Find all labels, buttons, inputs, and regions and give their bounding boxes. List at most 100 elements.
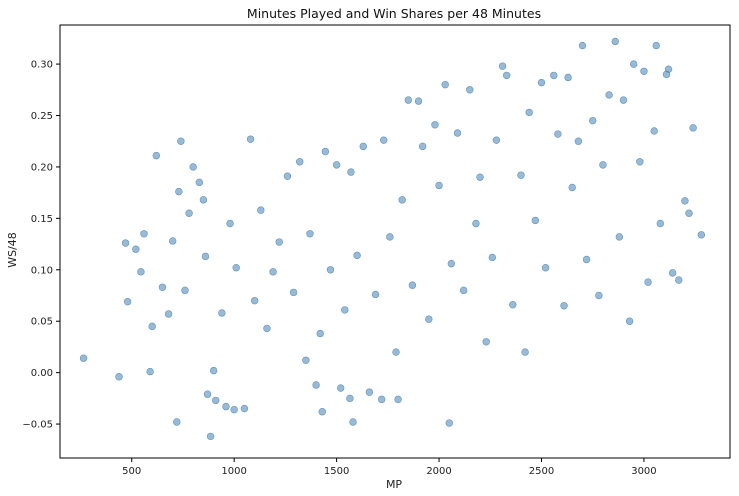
data-point <box>414 97 423 105</box>
data-point <box>630 60 638 68</box>
data-point <box>431 121 439 129</box>
data-point <box>359 142 367 151</box>
data-point <box>644 278 652 286</box>
data-point <box>611 37 619 46</box>
data-point <box>321 147 330 156</box>
y-tick-label: 0.00 <box>31 368 53 379</box>
data-point <box>574 137 583 145</box>
data-point <box>185 209 193 217</box>
data-point <box>365 388 374 396</box>
data-point <box>675 276 683 284</box>
data-point <box>326 266 335 274</box>
data-point <box>302 356 310 364</box>
data-point <box>650 127 658 135</box>
data-point <box>123 297 132 306</box>
data-point <box>353 251 361 260</box>
x-axis-label: MP <box>386 478 402 491</box>
data-point <box>332 161 341 169</box>
data-point <box>554 130 562 138</box>
x-tick-label: 2000 <box>426 466 451 477</box>
data-point <box>404 96 413 104</box>
data-point <box>619 96 628 104</box>
data-point <box>531 216 540 225</box>
data-point <box>195 178 204 187</box>
data-point <box>517 171 525 179</box>
y-tick-label: 0.10 <box>31 265 53 276</box>
data-point <box>181 286 189 295</box>
data-point <box>466 86 474 94</box>
data-point <box>148 322 156 331</box>
data-point <box>482 338 490 346</box>
data-point <box>222 402 230 411</box>
data-point <box>250 296 259 305</box>
x-tick-label: 500 <box>122 466 141 477</box>
y-tick-label: 0.05 <box>31 317 53 328</box>
data-point <box>232 264 240 272</box>
data-point <box>218 309 226 317</box>
x-tick-label: 2500 <box>529 466 554 477</box>
chart-title: Minutes Played and Win Shares per 48 Min… <box>247 6 541 21</box>
data-point <box>240 404 249 413</box>
data-point <box>408 281 417 289</box>
data-point <box>177 137 185 145</box>
data-point <box>582 255 591 264</box>
y-tick-label: 0.20 <box>31 162 53 173</box>
y-axis-label: WS/48 <box>6 232 19 268</box>
data-point <box>115 373 123 381</box>
data-point <box>689 124 697 132</box>
data-point <box>697 231 706 239</box>
data-point <box>615 233 624 241</box>
data-point <box>257 206 265 214</box>
y-axis: −0.05 0.00 0.05 0.10 0.15 0.20 0.25 0.30 <box>22 60 60 431</box>
data-point <box>685 209 693 217</box>
data-point <box>189 163 197 171</box>
data-point <box>316 329 324 338</box>
data-point <box>318 408 326 416</box>
data-point <box>595 291 603 300</box>
data-point <box>212 396 220 405</box>
data-point <box>398 196 406 204</box>
data-point <box>453 129 462 137</box>
data-point <box>306 230 314 238</box>
data-point <box>564 73 572 82</box>
data-point <box>550 71 558 80</box>
data-point <box>392 348 400 356</box>
data-point <box>158 283 167 291</box>
data-point <box>509 301 517 309</box>
data-point <box>371 290 380 299</box>
x-tick-label: 1500 <box>324 466 349 477</box>
data-point <box>246 135 255 143</box>
data-point <box>226 219 234 228</box>
data-point <box>578 41 587 50</box>
data-point <box>625 317 634 325</box>
data-point <box>636 158 644 166</box>
data-point <box>521 348 529 356</box>
data-point <box>275 238 283 246</box>
data-point <box>681 197 689 205</box>
data-point <box>394 395 402 404</box>
data-point <box>441 80 449 89</box>
data-point <box>168 237 177 245</box>
data-point <box>459 286 468 295</box>
data-point <box>140 230 148 238</box>
data-point <box>492 136 501 144</box>
data-point <box>640 67 648 75</box>
data-point <box>199 196 208 204</box>
data-point <box>377 395 386 404</box>
data-point <box>537 78 546 87</box>
data-point <box>476 173 484 181</box>
data-point <box>589 116 597 125</box>
x-axis: 500 1000 1500 2000 2500 3000 <box>122 458 657 477</box>
data-point <box>472 219 480 228</box>
data-point <box>346 394 354 403</box>
plot-area-frame <box>59 24 731 459</box>
data-point <box>132 245 140 253</box>
data-point <box>296 158 304 166</box>
y-tick-label: 0.25 <box>31 111 53 122</box>
data-point <box>349 418 357 426</box>
data-point <box>263 324 271 333</box>
data-point <box>201 252 210 261</box>
data-point <box>599 161 607 169</box>
data-point <box>560 302 568 310</box>
